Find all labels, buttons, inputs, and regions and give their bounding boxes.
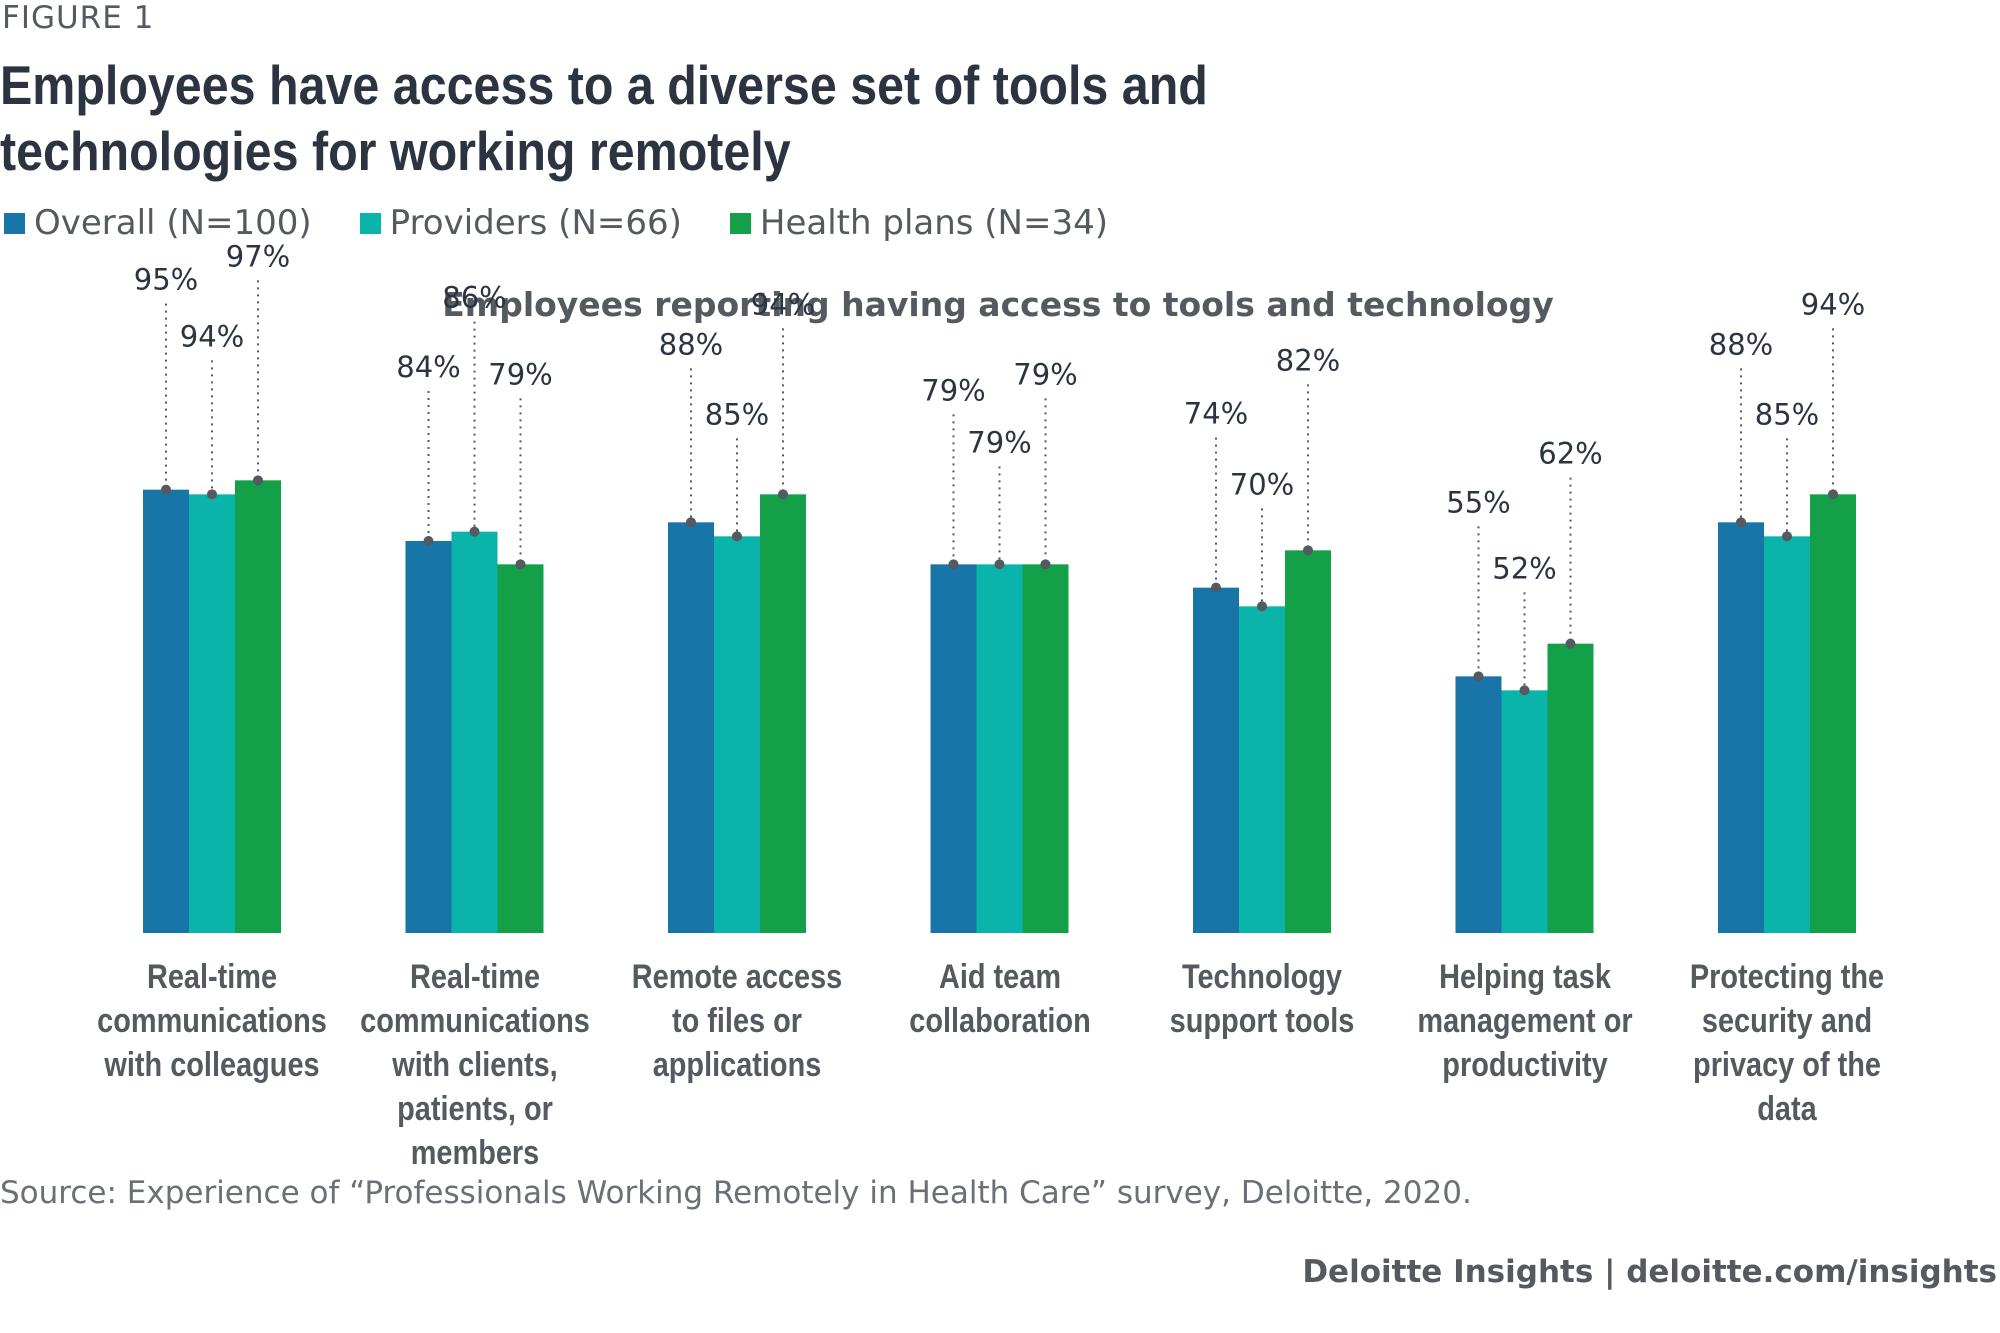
bar-3-0 [930, 564, 977, 933]
data-label-4-1: 70% [1230, 467, 1294, 501]
legend-swatch-providers [359, 212, 381, 234]
category-label-0: Real-time communications with colleagues [97, 958, 327, 1084]
bar-marker-6-1 [1782, 531, 1792, 542]
bar-marker-1-2 [515, 559, 526, 570]
bar-marker-2-0 [686, 517, 696, 528]
data-label-0-2: 97% [226, 239, 290, 273]
chart-subtitle: Employees reporting having access to too… [0, 285, 2000, 324]
figure-label: FIGURE 1 [2, 0, 155, 36]
bar-marker-3-1 [994, 559, 1005, 570]
bar-1-2 [497, 564, 544, 933]
category-label-5: Helping task management or productivity [1416, 958, 1633, 1084]
data-label-4-2: 82% [1276, 343, 1340, 377]
source-note: Source: Experience of “Professionals Wor… [0, 1175, 1472, 1211]
bar-marker-0-2 [253, 475, 263, 486]
data-label-0-0: 95% [134, 263, 198, 297]
bar-3-1 [976, 564, 1023, 933]
data-label-1-0: 84% [396, 350, 460, 384]
legend-label-health-plans: Health plans (N=34) [759, 203, 1109, 243]
bar-6-1 [1764, 536, 1810, 933]
data-label-5-2: 62% [1538, 437, 1602, 471]
legend-item-providers: Providers (N=66) [359, 203, 682, 243]
data-label-1-1: 86% [442, 281, 506, 315]
bar-marker-4-2 [1303, 545, 1313, 556]
bar-1-0 [405, 541, 452, 933]
data-label-2-1: 85% [705, 397, 769, 431]
bar-marker-2-2 [778, 489, 788, 500]
bar-0-2 [235, 480, 281, 933]
bar-marker-5-2 [1565, 638, 1576, 649]
category-label-1: Real-time communications with clients, p… [359, 958, 590, 1172]
legend-item-health-plans: Health plans (N=34) [729, 203, 1109, 243]
legend-label-providers: Providers (N=66) [389, 203, 682, 243]
data-label-4-0: 74% [1184, 397, 1248, 431]
data-label-6-1: 85% [1755, 397, 1819, 431]
data-label-0-1: 94% [180, 319, 244, 353]
bar-4-2 [1285, 550, 1331, 933]
bar-marker-4-0 [1211, 582, 1221, 593]
bar-marker-5-0 [1473, 671, 1484, 682]
data-label-5-0: 55% [1446, 485, 1510, 519]
bar-marker-1-0 [423, 536, 434, 546]
bar-marker-1-1 [469, 526, 480, 537]
category-label-4: Technology support tools [1169, 958, 1355, 1040]
chart-title: Employees have access to a diverse set o… [0, 54, 1208, 182]
data-label-2-2: 94% [751, 287, 815, 321]
chart-subtitle-text: Employees reporting having access to too… [442, 285, 1554, 324]
bar-marker-5-1 [1519, 685, 1530, 696]
bar-3-2 [1022, 564, 1069, 933]
bar-chart: 95% 94% 97% 84% 86% 79% 88% 85% 94% 79% 79% 79% 74% 7… [134, 239, 1865, 933]
category-label-2: Remote access to files or applications [631, 958, 843, 1084]
data-label-6-0: 88% [1709, 327, 1773, 361]
bar-5-0 [1455, 676, 1502, 933]
legend-swatch-overall [4, 212, 25, 234]
bar-0-0 [143, 489, 189, 933]
legend: Overall (N=100) Providers (N=66) Health … [4, 203, 1156, 243]
bar-marker-0-1 [207, 489, 217, 500]
bar-marker-0-0 [161, 484, 171, 495]
category-label-3: Aid team collaboration [908, 958, 1091, 1040]
bar-4-0 [1193, 587, 1239, 933]
bar-0-1 [189, 494, 235, 933]
bar-marker-3-0 [948, 559, 959, 570]
data-label-6-2: 94% [1801, 287, 1865, 321]
bar-2-1 [714, 536, 760, 933]
data-label-3-1: 79% [967, 425, 1031, 459]
data-label-3-2: 79% [1013, 357, 1077, 391]
footer-credit: Deloitte Insights | deloitte.com/insight… [1302, 1254, 1997, 1290]
data-label-3-0: 79% [921, 373, 985, 407]
bar-6-0 [1718, 522, 1764, 933]
bar-4-1 [1239, 606, 1285, 933]
data-label-2-0: 88% [659, 327, 723, 361]
category-label-6: Protecting the security and privacy of t… [1689, 958, 1885, 1128]
bar-5-1 [1501, 690, 1548, 933]
legend-item-overall: Overall (N=100) [4, 203, 312, 243]
bar-2-2 [760, 494, 806, 933]
data-label-5-1: 52% [1492, 551, 1556, 585]
bar-5-2 [1547, 643, 1594, 933]
bar-marker-3-2 [1040, 559, 1051, 570]
bar-marker-6-2 [1828, 489, 1838, 500]
bar-marker-4-1 [1257, 601, 1267, 612]
data-label-1-2: 79% [488, 357, 552, 391]
bar-marker-6-0 [1736, 517, 1746, 528]
legend-swatch-health-plans [729, 212, 751, 234]
bar-1-1 [451, 531, 498, 933]
legend-label-overall: Overall (N=100) [34, 203, 312, 243]
bar-2-0 [668, 522, 714, 933]
bar-6-2 [1810, 494, 1856, 933]
bar-marker-2-1 [732, 531, 742, 542]
